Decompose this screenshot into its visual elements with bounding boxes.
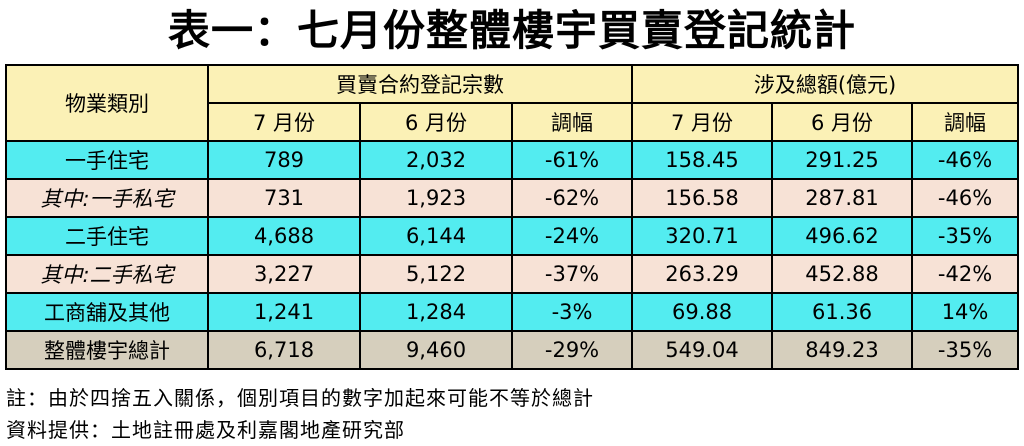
count-change-cell: -3% bbox=[510, 292, 634, 332]
count-jun-cell: 1,284 bbox=[359, 292, 513, 332]
count-change-cell: -62% bbox=[510, 178, 634, 218]
value-jun-cell: 61.36 bbox=[771, 292, 914, 332]
header-value-jun: 6 月份 bbox=[771, 102, 914, 142]
header-category: 物業類別 bbox=[5, 64, 209, 142]
header-row-groups: 物業類別 買賣合約登記宗數 涉及總額(億元) bbox=[5, 64, 1020, 142]
header-value-change: 調幅 bbox=[911, 102, 1020, 142]
value-jul-cell: 549.04 bbox=[631, 330, 774, 370]
header-count-change: 調幅 bbox=[510, 102, 634, 142]
table-row: 其中:二手私宅 3,227 5,122 -37% 263.29 452.88 -… bbox=[5, 254, 1020, 294]
header-group-count: 買賣合約登記宗數 bbox=[206, 64, 634, 104]
value-change-cell: -35% bbox=[911, 216, 1020, 256]
header-count-jul: 7 月份 bbox=[207, 102, 361, 142]
row-label: 二手住宅 bbox=[5, 216, 209, 256]
rounding-note: 註：由於四捨五入關係，個別項目的數字加起來可能不等於總計 bbox=[6, 386, 594, 410]
count-jul-cell: 4,688 bbox=[207, 216, 361, 256]
total-row: 整體樓宇總計 6,718 9,460 -29% 549.04 849.23 -3… bbox=[5, 330, 1020, 370]
header-count-jun: 6 月份 bbox=[359, 102, 513, 142]
value-change-cell: -46% bbox=[911, 178, 1020, 218]
count-change-cell: -37% bbox=[510, 254, 634, 294]
count-change-cell: -24% bbox=[510, 216, 634, 256]
header-row-months: 7 月份 6 月份 調幅 7 月份 6 月份 調幅 bbox=[6, 102, 1020, 142]
table-row: 工商舖及其他 1,241 1,284 -3% 69.88 61.36 14% bbox=[5, 292, 1020, 332]
count-jul-cell: 789 bbox=[207, 140, 361, 180]
source-note: 資料提供：土地註冊處及利嘉閣地產研究部 bbox=[6, 418, 405, 442]
value-jun-cell: 287.81 bbox=[771, 178, 914, 218]
table-row: 二手住宅 4,688 6,144 -24% 320.71 496.62 -35% bbox=[5, 216, 1020, 256]
value-jul-cell: 263.29 bbox=[631, 254, 774, 294]
count-change-cell: -29% bbox=[510, 330, 634, 370]
value-change-cell: -42% bbox=[911, 254, 1020, 294]
table-row: 其中:一手私宅 731 1,923 -62% 156.58 287.81 -46… bbox=[5, 178, 1020, 218]
count-jun-cell: 6,144 bbox=[359, 216, 513, 256]
count-jul-cell: 3,227 bbox=[207, 254, 361, 294]
row-label: 整體樓宇總計 bbox=[5, 330, 209, 370]
table-row: 一手住宅 789 2,032 -61% 158.45 291.25 -46% bbox=[5, 140, 1020, 180]
value-jun-cell: 291.25 bbox=[771, 140, 914, 180]
count-jun-cell: 9,460 bbox=[359, 330, 513, 370]
value-change-cell: -46% bbox=[911, 140, 1020, 180]
count-jul-cell: 1,241 bbox=[207, 292, 361, 332]
page-title: 表一：七月份整體樓宇買賣登記統計 bbox=[167, 6, 856, 55]
value-change-cell: 14% bbox=[911, 292, 1020, 332]
count-jun-cell: 1,923 bbox=[359, 178, 513, 218]
statistics-table: 物業類別 買賣合約登記宗數 涉及總額(億元) 7 月份 6 月份 調幅 7 月份… bbox=[5, 64, 1020, 370]
row-label: 一手住宅 bbox=[5, 140, 209, 180]
row-label: 工商舖及其他 bbox=[5, 292, 209, 332]
value-jul-cell: 156.58 bbox=[631, 178, 774, 218]
count-jun-cell: 2,032 bbox=[359, 140, 513, 180]
count-change-cell: -61% bbox=[510, 140, 634, 180]
value-jun-cell: 849.23 bbox=[771, 330, 914, 370]
row-label: 其中:二手私宅 bbox=[5, 254, 209, 294]
count-jun-cell: 5,122 bbox=[359, 254, 513, 294]
value-jun-cell: 452.88 bbox=[771, 254, 914, 294]
value-jul-cell: 69.88 bbox=[631, 292, 774, 332]
value-jun-cell: 496.62 bbox=[771, 216, 914, 256]
count-jul-cell: 731 bbox=[207, 178, 361, 218]
row-label: 其中:一手私宅 bbox=[5, 178, 209, 218]
header-group-value: 涉及總額(億元) bbox=[631, 64, 1020, 104]
value-jul-cell: 158.45 bbox=[631, 140, 774, 180]
count-jul-cell: 6,718 bbox=[207, 330, 361, 370]
value-change-cell: -35% bbox=[911, 330, 1020, 370]
header-value-jul: 7 月份 bbox=[631, 102, 774, 142]
value-jul-cell: 320.71 bbox=[631, 216, 774, 256]
